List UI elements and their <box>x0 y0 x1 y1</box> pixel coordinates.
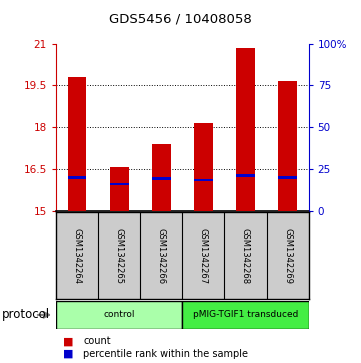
Bar <box>194 179 213 182</box>
Text: percentile rank within the sample: percentile rank within the sample <box>83 349 248 359</box>
Bar <box>278 176 297 179</box>
Text: pMIG-TGIF1 transduced: pMIG-TGIF1 transduced <box>193 310 298 319</box>
Text: GSM1342264: GSM1342264 <box>73 228 82 284</box>
Bar <box>278 81 297 211</box>
Text: GDS5456 / 10408058: GDS5456 / 10408058 <box>109 13 252 26</box>
Bar <box>152 177 171 180</box>
Bar <box>68 176 87 179</box>
Bar <box>56 301 182 329</box>
Bar <box>182 301 309 329</box>
Text: protocol: protocol <box>2 309 50 321</box>
Bar <box>236 174 255 177</box>
Text: control: control <box>103 310 135 319</box>
Text: ■: ■ <box>63 349 74 359</box>
Bar <box>110 167 129 211</box>
Text: GSM1342267: GSM1342267 <box>199 228 208 284</box>
Text: GSM1342265: GSM1342265 <box>115 228 123 284</box>
Text: GSM1342268: GSM1342268 <box>241 228 250 284</box>
Bar <box>152 144 171 211</box>
Bar <box>236 48 255 211</box>
Bar <box>110 183 129 185</box>
Text: GSM1342269: GSM1342269 <box>283 228 292 284</box>
Bar <box>68 77 87 211</box>
Text: GSM1342266: GSM1342266 <box>157 228 166 284</box>
Text: count: count <box>83 336 111 346</box>
Bar <box>194 123 213 211</box>
Text: ■: ■ <box>63 336 74 346</box>
